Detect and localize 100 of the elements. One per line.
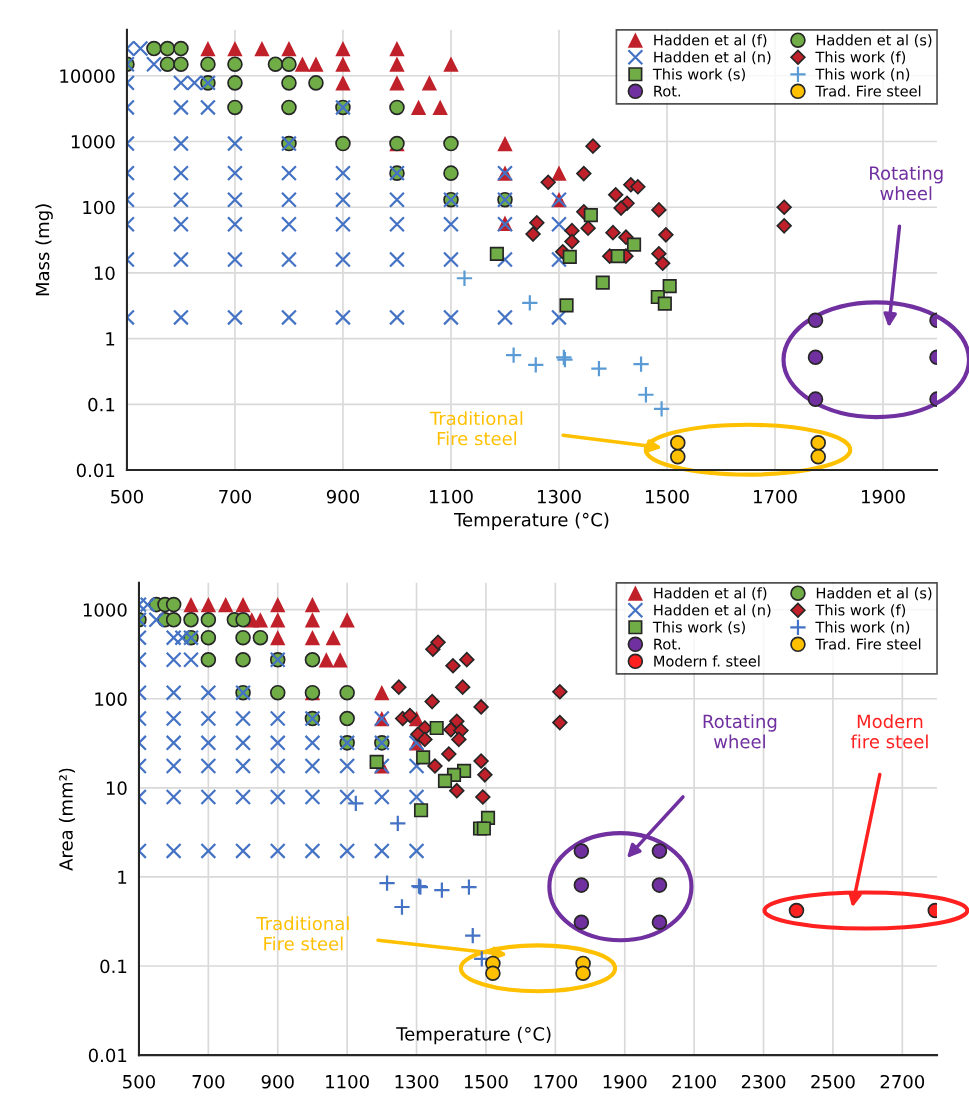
- point: [173, 56, 189, 72]
- point: [339, 710, 355, 727]
- point: [172, 99, 189, 116]
- point: [427, 758, 443, 774]
- x-tick-label: 1500: [464, 1074, 508, 1089]
- point: [218, 596, 234, 613]
- point: [485, 965, 501, 982]
- legend-label: Hadden et al (n): [654, 604, 771, 618]
- point: [235, 788, 252, 806]
- point: [475, 789, 491, 805]
- x-tick-label: 500: [123, 1074, 155, 1089]
- point: [657, 296, 672, 311]
- point: [402, 707, 418, 724]
- x-tick-label: 1700: [754, 489, 797, 504]
- point: [442, 216, 460, 233]
- legend-label: Hadden et al (s): [816, 587, 932, 601]
- point: [339, 684, 355, 701]
- annotation: Modern fire steel: [850, 714, 928, 749]
- point: [269, 710, 286, 727]
- point: [339, 757, 356, 775]
- point: [525, 226, 541, 242]
- point: [369, 754, 384, 769]
- point: [235, 629, 251, 646]
- point: [146, 40, 162, 57]
- x-tick-label: 900: [326, 489, 359, 504]
- point: [504, 346, 523, 364]
- point: [654, 255, 671, 272]
- point: [455, 269, 474, 287]
- point: [550, 216, 568, 233]
- point: [552, 684, 568, 700]
- point: [235, 842, 252, 859]
- point: [172, 251, 189, 268]
- point: [388, 309, 406, 326]
- point: [165, 684, 182, 701]
- point: [270, 596, 286, 613]
- point: [172, 191, 189, 208]
- point: [294, 56, 311, 72]
- point: [573, 914, 590, 931]
- point: [227, 56, 243, 72]
- point: [430, 634, 446, 651]
- x-tick-label: 1900: [862, 489, 905, 504]
- x-tick-label: 1100: [326, 1074, 369, 1089]
- point: [165, 710, 182, 727]
- point: [437, 773, 453, 788]
- point: [421, 75, 438, 91]
- legend-label: Hadden et al (s): [816, 34, 932, 48]
- point: [165, 757, 182, 775]
- point: [595, 275, 610, 290]
- point: [810, 448, 826, 465]
- point: [200, 56, 216, 72]
- point: [281, 75, 297, 91]
- legend-label: This work (s): [652, 621, 745, 635]
- y-tick-label: 0.1: [100, 959, 127, 974]
- point: [269, 684, 286, 701]
- point: [651, 843, 668, 859]
- point: [227, 75, 243, 91]
- point: [227, 40, 243, 57]
- point: [651, 914, 668, 931]
- point: [464, 926, 482, 945]
- x-tick-label: 900: [261, 1074, 294, 1089]
- x-tick-label: 1300: [395, 1074, 439, 1089]
- point: [200, 629, 217, 646]
- x-tick-label: 500: [111, 489, 143, 504]
- point: [445, 658, 461, 674]
- legend-label: Modern f. steel: [654, 655, 760, 667]
- point: [200, 596, 216, 613]
- point: [443, 135, 459, 152]
- annotation: Traditional Fire steel: [256, 916, 349, 951]
- point: [200, 612, 217, 628]
- point: [613, 200, 629, 216]
- point: [347, 794, 365, 813]
- point: [433, 881, 451, 899]
- point: [583, 207, 598, 223]
- x-tick-label: 700: [219, 489, 251, 504]
- point: [252, 612, 269, 628]
- point: [281, 40, 297, 57]
- point: [335, 40, 351, 57]
- point: [564, 233, 580, 250]
- y-tick-label: 100: [83, 200, 115, 215]
- point: [172, 135, 189, 152]
- legend-label: Trad. Fire steel: [815, 638, 921, 650]
- point: [451, 731, 467, 748]
- point: [432, 99, 448, 116]
- point: [226, 216, 243, 233]
- point: [610, 249, 625, 264]
- point: [335, 56, 351, 72]
- point: [200, 734, 217, 751]
- annotation: Traditional Fire steel: [429, 411, 523, 446]
- point: [408, 842, 425, 859]
- point: [165, 612, 182, 628]
- x-tick-label: 2500: [811, 1074, 855, 1089]
- legend-label: This work (f): [815, 604, 906, 618]
- point: [443, 56, 459, 72]
- point: [413, 803, 429, 818]
- point: [662, 279, 677, 294]
- point: [318, 652, 334, 668]
- point: [497, 135, 513, 152]
- point: [408, 757, 425, 775]
- legend-label: Hadden et al (f): [654, 587, 767, 601]
- point: [389, 40, 405, 57]
